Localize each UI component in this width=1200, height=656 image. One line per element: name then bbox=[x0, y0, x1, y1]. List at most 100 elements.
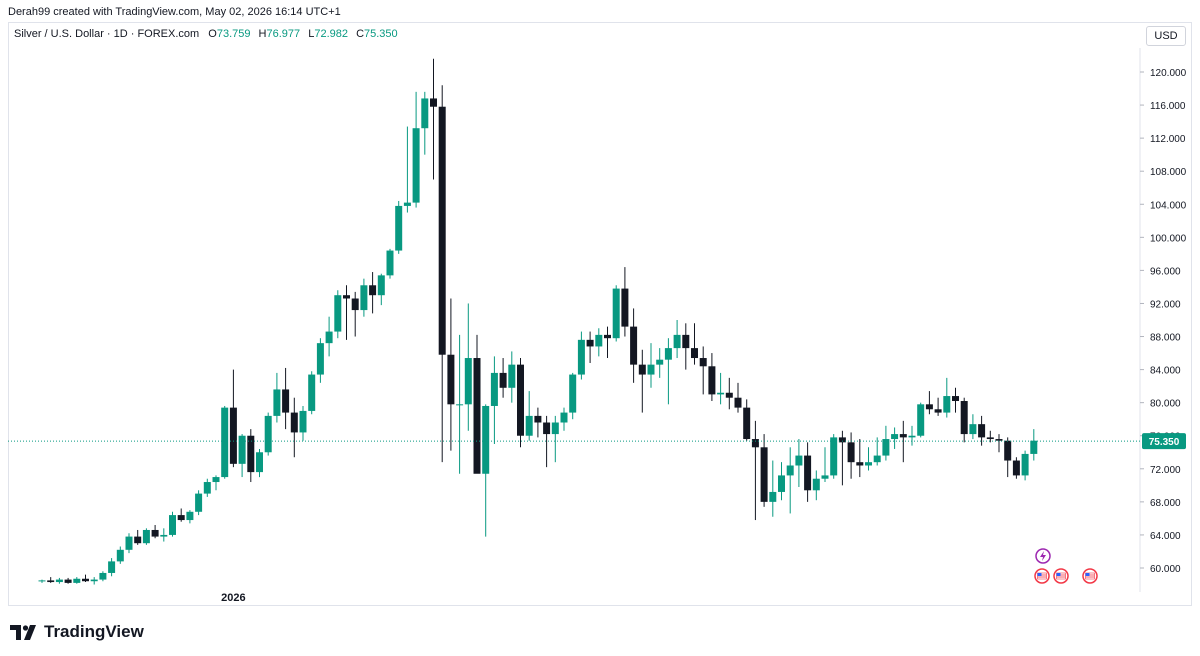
candle-body bbox=[73, 578, 81, 583]
price-tick-label: 84.000 bbox=[1150, 366, 1181, 377]
candle bbox=[38, 579, 46, 583]
candle bbox=[560, 407, 568, 431]
candle-body bbox=[499, 372, 507, 388]
candle-body bbox=[55, 579, 63, 583]
candle-body bbox=[82, 578, 89, 582]
last-price-line: 75.350 bbox=[8, 433, 1186, 450]
candle bbox=[986, 430, 994, 443]
candle-body bbox=[308, 374, 316, 411]
candle-body bbox=[995, 439, 1003, 441]
candle bbox=[717, 372, 725, 405]
us-flag-event-icon[interactable] bbox=[1053, 568, 1069, 584]
candle bbox=[838, 430, 846, 486]
candle-body bbox=[195, 493, 203, 512]
us-flag-event-icon[interactable] bbox=[1034, 568, 1050, 584]
price-axis[interactable]: 60.00064.00068.00072.00076.00080.00084.0… bbox=[1140, 68, 1187, 575]
candle bbox=[969, 414, 977, 440]
lightning-event-icon[interactable] bbox=[1035, 548, 1051, 564]
candle bbox=[673, 320, 681, 359]
tradingview-mark-icon bbox=[10, 625, 36, 640]
candle bbox=[377, 273, 385, 306]
candle bbox=[64, 577, 72, 584]
price-tick-label: 68.000 bbox=[1150, 498, 1181, 509]
symbol-legend: Silver / U.S. Dollar · 1D · FOREX.com O7… bbox=[14, 28, 403, 40]
candle bbox=[708, 353, 716, 402]
candle-body bbox=[943, 396, 951, 413]
candle-body bbox=[316, 343, 324, 375]
candle bbox=[238, 434, 246, 478]
candles-layer bbox=[38, 58, 1038, 585]
candle bbox=[360, 278, 368, 317]
open-label: O bbox=[208, 28, 217, 40]
candle-body bbox=[517, 364, 524, 436]
candle bbox=[1021, 450, 1029, 481]
candle-body bbox=[221, 407, 229, 478]
candle-body bbox=[334, 295, 342, 332]
candle bbox=[804, 442, 812, 502]
candle bbox=[569, 372, 577, 420]
candle-body bbox=[456, 404, 464, 406]
candle-body bbox=[169, 515, 176, 535]
candle bbox=[586, 331, 594, 363]
candle-body bbox=[351, 298, 359, 311]
candle bbox=[325, 316, 333, 357]
candle bbox=[630, 308, 638, 383]
candle-body bbox=[229, 407, 237, 464]
candle-body bbox=[856, 462, 864, 466]
tradingview-logo[interactable]: TradingView bbox=[10, 622, 144, 642]
low-label: L bbox=[308, 28, 315, 40]
candle-body bbox=[647, 364, 655, 375]
candle-body bbox=[482, 405, 490, 474]
candle-body bbox=[238, 435, 246, 464]
candle-body bbox=[47, 580, 55, 583]
candle-body bbox=[421, 98, 429, 129]
candle bbox=[960, 397, 968, 443]
chart-frame bbox=[8, 22, 1192, 606]
candle bbox=[151, 525, 159, 539]
us-flag-event-icon[interactable] bbox=[1082, 568, 1098, 584]
candle-body bbox=[664, 348, 672, 360]
high-label: H bbox=[258, 28, 267, 40]
candle bbox=[882, 425, 890, 461]
candle-body bbox=[142, 529, 150, 544]
candle-body bbox=[569, 374, 577, 413]
candle bbox=[612, 285, 620, 342]
candle bbox=[256, 448, 263, 478]
candle bbox=[621, 267, 629, 337]
candle-body bbox=[412, 128, 420, 203]
candle bbox=[734, 382, 742, 413]
currency-button[interactable]: USD bbox=[1146, 26, 1186, 46]
event-markers[interactable] bbox=[1034, 548, 1098, 584]
price-tick-label: 100.000 bbox=[1150, 233, 1187, 244]
candle bbox=[369, 272, 377, 314]
candle-body bbox=[125, 536, 133, 550]
candle-body bbox=[847, 442, 855, 463]
candle bbox=[343, 285, 350, 340]
candle bbox=[203, 478, 211, 497]
candle-body bbox=[464, 358, 472, 405]
candle-body bbox=[343, 295, 350, 299]
candle bbox=[186, 510, 194, 524]
candle-body bbox=[595, 334, 603, 347]
candle bbox=[856, 439, 864, 478]
candle bbox=[47, 577, 55, 583]
price-tick-label: 112.000 bbox=[1150, 134, 1186, 145]
candle-body bbox=[577, 339, 585, 375]
candle bbox=[743, 399, 751, 441]
chart-attribution: Derah99 created with TradingView.com, Ma… bbox=[8, 6, 341, 18]
candle bbox=[456, 334, 464, 474]
candle-body bbox=[438, 106, 446, 355]
symbol-name[interactable]: Silver / U.S. Dollar · 1D · FOREX.com bbox=[14, 28, 200, 40]
time-axis[interactable]: 2026 bbox=[221, 592, 245, 604]
price-tick-label: 88.000 bbox=[1150, 333, 1181, 344]
candle bbox=[952, 387, 959, 413]
candle-body bbox=[508, 364, 516, 388]
price-tick-label: 120.000 bbox=[1150, 68, 1187, 79]
candle bbox=[682, 323, 690, 370]
candle-body bbox=[760, 447, 768, 502]
candle bbox=[995, 434, 1003, 453]
candle bbox=[577, 331, 585, 380]
candle-body bbox=[786, 465, 794, 476]
candle bbox=[247, 429, 255, 483]
